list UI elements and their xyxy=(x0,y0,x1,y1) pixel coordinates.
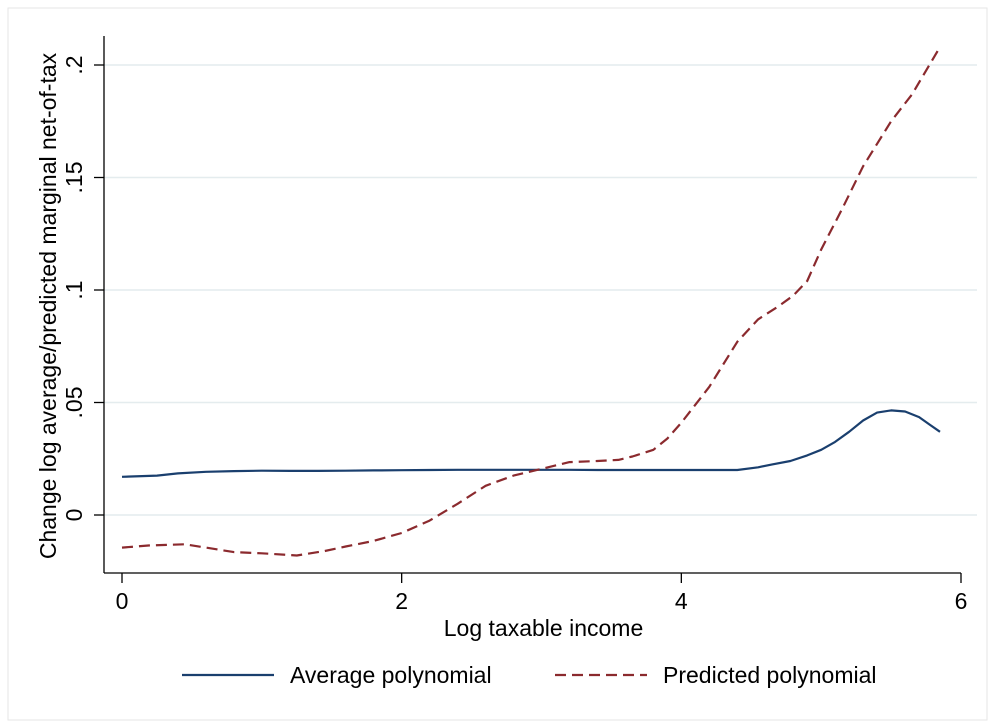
x-tick-label: 2 xyxy=(395,588,408,614)
y-tick-label: 0 xyxy=(61,509,87,522)
x-tick-label: 6 xyxy=(955,588,968,614)
series-line-average-polynomial xyxy=(121,409,941,478)
ticks: 0 .05 .1 .15 .2 0 2 4 6 xyxy=(61,55,967,614)
legend-label-average-polynomial: Average polynomial xyxy=(290,662,492,688)
legend-label-predicted-polynomial: Predicted polynomial xyxy=(663,662,877,688)
y-axis-title: Change log average/predicted marginal ne… xyxy=(35,52,61,559)
series-lines xyxy=(121,46,941,557)
x-tick-label: 0 xyxy=(116,588,129,614)
outer-border xyxy=(7,7,988,721)
y-tick-label: .15 xyxy=(61,162,87,194)
series-line-predicted-polynomial xyxy=(121,46,941,557)
x-axis-title: Log taxable income xyxy=(444,615,643,641)
x-tick-label: 4 xyxy=(675,588,688,614)
legend: Average polynomial Predicted polynomial xyxy=(182,662,877,688)
y-tick-label: .1 xyxy=(61,280,87,299)
y-tick-label: .2 xyxy=(61,55,87,74)
gridlines xyxy=(104,64,977,516)
y-tick-label: .05 xyxy=(61,387,87,419)
axes xyxy=(103,36,961,574)
